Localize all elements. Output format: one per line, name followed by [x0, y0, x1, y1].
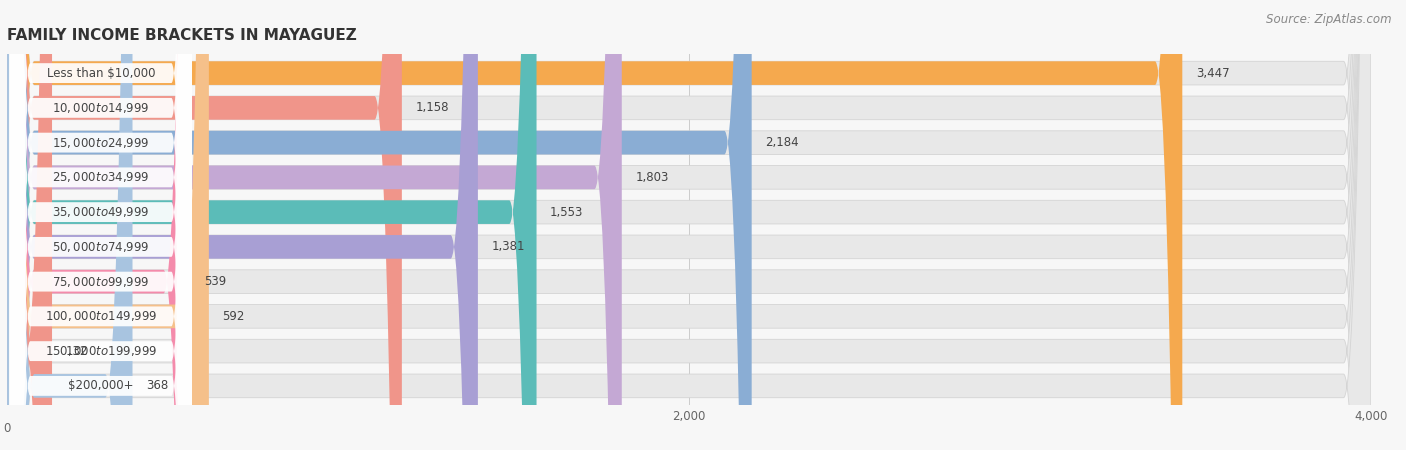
FancyBboxPatch shape — [7, 0, 209, 450]
FancyBboxPatch shape — [7, 0, 1371, 450]
Text: 592: 592 — [222, 310, 245, 323]
Text: 2,184: 2,184 — [765, 136, 799, 149]
Text: $75,000 to $99,999: $75,000 to $99,999 — [52, 274, 149, 288]
FancyBboxPatch shape — [7, 0, 1371, 450]
Text: $150,000 to $199,999: $150,000 to $199,999 — [45, 344, 157, 358]
FancyBboxPatch shape — [10, 0, 191, 450]
Text: 0: 0 — [3, 423, 11, 436]
Text: 1,381: 1,381 — [492, 240, 524, 253]
FancyBboxPatch shape — [7, 0, 1371, 450]
FancyBboxPatch shape — [10, 0, 191, 450]
FancyBboxPatch shape — [10, 0, 191, 450]
Text: FAMILY INCOME BRACKETS IN MAYAGUEZ: FAMILY INCOME BRACKETS IN MAYAGUEZ — [7, 28, 357, 43]
Text: 1,553: 1,553 — [550, 206, 583, 219]
FancyBboxPatch shape — [7, 0, 52, 450]
FancyBboxPatch shape — [7, 0, 752, 450]
FancyBboxPatch shape — [7, 0, 1371, 450]
FancyBboxPatch shape — [10, 0, 191, 450]
FancyBboxPatch shape — [7, 0, 1371, 450]
Text: 132: 132 — [66, 345, 89, 358]
Text: $10,000 to $14,999: $10,000 to $14,999 — [52, 101, 149, 115]
Text: 1,803: 1,803 — [636, 171, 669, 184]
FancyBboxPatch shape — [7, 0, 132, 450]
FancyBboxPatch shape — [7, 0, 1371, 450]
FancyBboxPatch shape — [10, 0, 191, 450]
FancyBboxPatch shape — [7, 0, 191, 450]
Text: $200,000+: $200,000+ — [67, 379, 134, 392]
FancyBboxPatch shape — [7, 0, 1371, 450]
FancyBboxPatch shape — [7, 0, 1371, 450]
Text: 368: 368 — [146, 379, 169, 392]
FancyBboxPatch shape — [10, 0, 191, 450]
FancyBboxPatch shape — [7, 0, 621, 450]
FancyBboxPatch shape — [7, 0, 1371, 450]
FancyBboxPatch shape — [7, 0, 1371, 450]
FancyBboxPatch shape — [10, 0, 191, 450]
FancyBboxPatch shape — [10, 0, 191, 450]
Text: Less than $10,000: Less than $10,000 — [46, 67, 155, 80]
Text: $50,000 to $74,999: $50,000 to $74,999 — [52, 240, 149, 254]
FancyBboxPatch shape — [7, 0, 478, 450]
FancyBboxPatch shape — [7, 0, 1182, 450]
Text: $25,000 to $34,999: $25,000 to $34,999 — [52, 171, 149, 184]
Text: $35,000 to $49,999: $35,000 to $49,999 — [52, 205, 149, 219]
Text: 3,447: 3,447 — [1197, 67, 1230, 80]
Text: 539: 539 — [204, 275, 226, 288]
FancyBboxPatch shape — [10, 0, 191, 450]
Text: $15,000 to $24,999: $15,000 to $24,999 — [52, 135, 149, 149]
FancyBboxPatch shape — [7, 0, 402, 450]
Text: Source: ZipAtlas.com: Source: ZipAtlas.com — [1267, 14, 1392, 27]
Text: 1,158: 1,158 — [416, 101, 449, 114]
Text: $100,000 to $149,999: $100,000 to $149,999 — [45, 310, 157, 324]
FancyBboxPatch shape — [10, 0, 191, 450]
FancyBboxPatch shape — [7, 0, 537, 450]
